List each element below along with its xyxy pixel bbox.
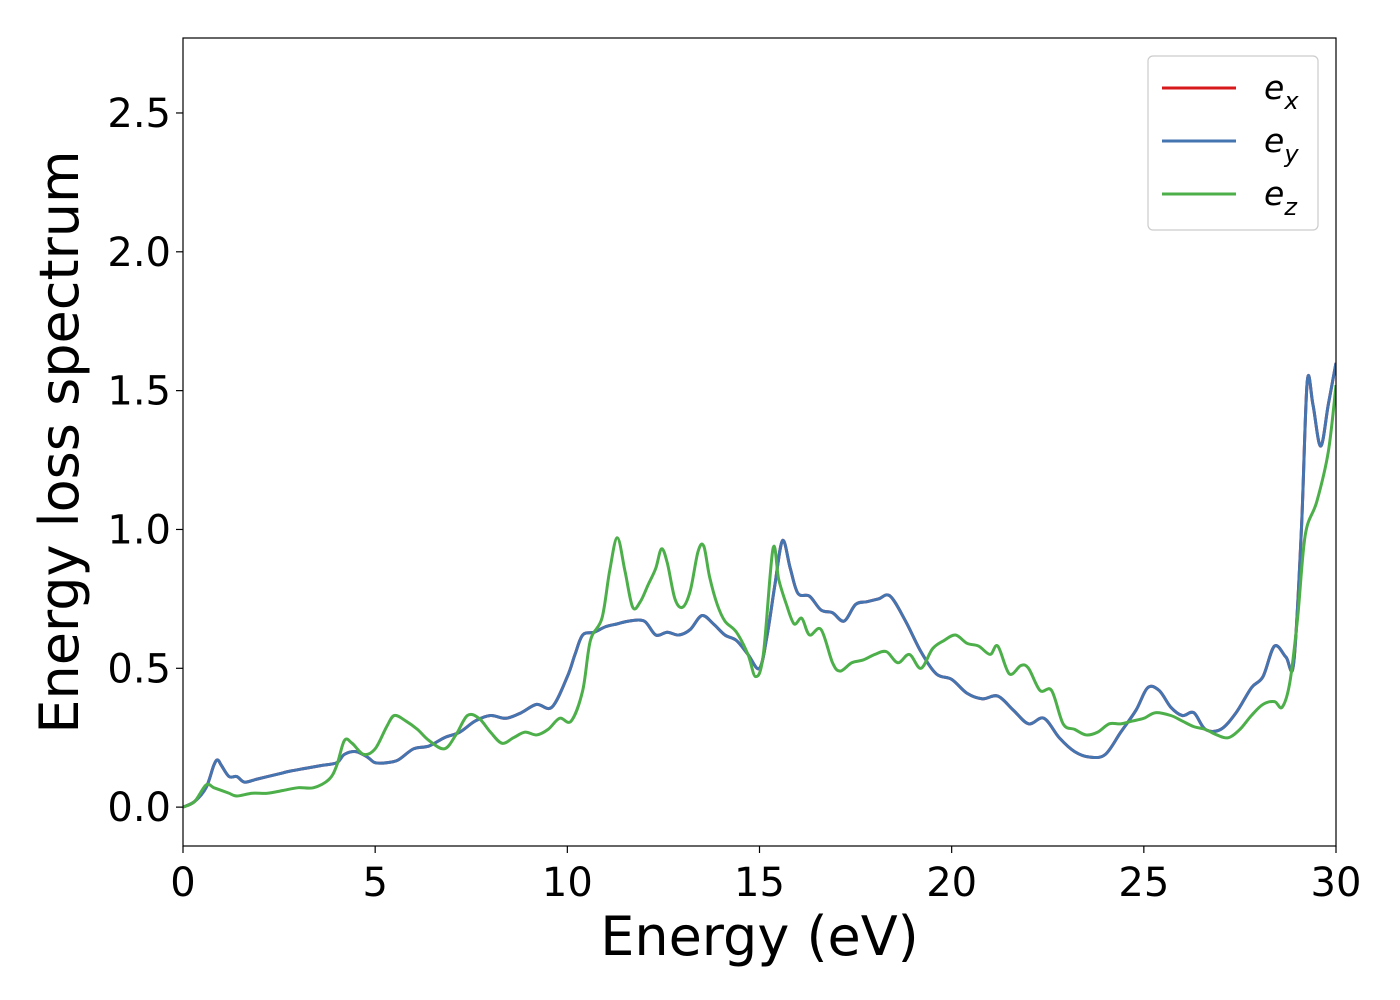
y-tick-label: 1.0 xyxy=(107,507,171,553)
y-axis: 0.0 0.5 1.0 1.5 2.0 2.5 xyxy=(107,91,183,831)
plot-area xyxy=(183,362,1336,809)
series-line-e-z xyxy=(183,384,1336,809)
x-axis-title: Energy (eV) xyxy=(600,905,919,968)
x-tick-label: 5 xyxy=(362,860,387,906)
x-axis: 0 5 10 15 20 25 30 xyxy=(170,846,1361,906)
y-tick-label: 2.5 xyxy=(107,91,171,137)
x-tick-label: 10 xyxy=(542,860,593,906)
legend-label-x: ex xyxy=(1264,68,1299,115)
x-tick-label: 15 xyxy=(734,860,785,906)
legend-label-z: ez xyxy=(1264,174,1298,221)
y-tick-label: 2.0 xyxy=(107,230,171,276)
y-axis-title: Energy loss spectrum xyxy=(28,150,91,733)
x-tick-label: 25 xyxy=(1118,860,1169,906)
legend-label-y: ey xyxy=(1264,121,1299,168)
y-tick-label: 1.5 xyxy=(107,369,171,415)
x-tick-label: 20 xyxy=(926,860,977,906)
series-line-e-x xyxy=(183,362,1336,809)
series-line-e-y xyxy=(183,362,1336,809)
y-tick-label: 0.5 xyxy=(107,646,171,692)
y-tick-label: 0.0 xyxy=(107,785,171,831)
x-tick-label: 30 xyxy=(1311,860,1362,906)
legend: ex ey ez xyxy=(1147,55,1319,231)
x-tick-label: 0 xyxy=(170,860,195,906)
legend-box xyxy=(1147,55,1319,231)
